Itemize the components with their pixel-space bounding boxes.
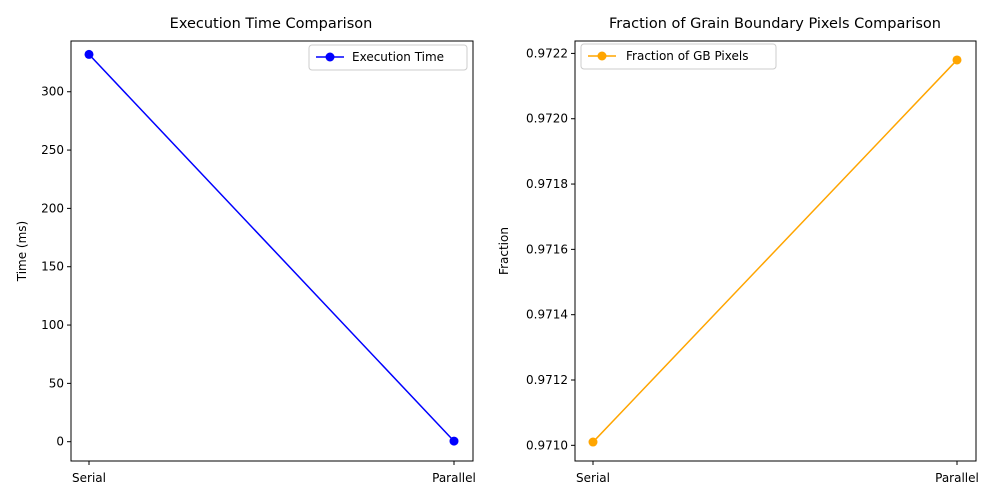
y-tick-label: 150 [41,260,64,274]
y-tick-label: 300 [41,85,64,99]
x-axis: Serial Parallel [72,461,476,485]
legend-marker [597,51,607,61]
y-tick-label: 100 [41,318,64,332]
y-tick-label: 0.9710 [526,438,568,452]
y-tick-label: 0.9716 [526,242,568,256]
legend-box [580,43,777,70]
data-point [84,49,94,59]
y-tick-label: 50 [49,376,64,390]
series-line [592,59,958,443]
legend: Execution Time [308,44,468,71]
y-tick-label: 0.9714 [526,308,568,322]
x-tick-label: Serial [72,471,106,485]
chart-title: Fraction of Grain Boundary Pixels Compar… [609,16,941,32]
y-tick-label: 0.9718 [526,177,568,191]
x-tick-label: Parallel [935,471,979,485]
y-tick-label: 0.9722 [526,46,568,60]
y-tick-label: 0.9720 [526,112,568,126]
series-line [88,53,455,442]
chart-gb-fraction: Fraction of Grain Boundary Pixels Compar… [497,16,979,485]
y-tick-label: 0.9712 [526,373,568,387]
legend-label: Fraction of GB Pixels [626,49,748,63]
legend: Fraction of GB Pixels [580,43,777,70]
legend-box [308,44,468,71]
plot-frame [574,40,977,462]
data-point [588,437,598,447]
y-axis-label: Time (ms) [15,221,29,283]
x-axis: Serial Parallel [576,461,979,485]
plot-marks [588,55,962,447]
y-axis: 0.9710 0.9712 0.9714 0.9716 0.9718 0.9720 0.97… [526,46,575,452]
data-point [952,55,962,65]
chart-execution-time: Execution Time Comparison Time (ms) 0 50 1… [15,16,476,485]
y-tick-label: 250 [41,143,64,157]
legend-marker [325,52,335,62]
legend-label: Execution Time [352,50,444,64]
y-axis-label: Fraction [497,227,511,275]
data-point [449,436,459,446]
x-tick-label: Parallel [432,471,476,485]
plot-marks [84,49,459,446]
plot-frame [70,40,474,462]
y-tick-label: 200 [41,201,64,215]
x-tick-label: Serial [576,471,610,485]
y-tick-label: 0 [56,435,64,449]
y-axis: 0 50 100 150 200 250 300 [41,85,71,449]
chart-title: Execution Time Comparison [170,16,373,32]
